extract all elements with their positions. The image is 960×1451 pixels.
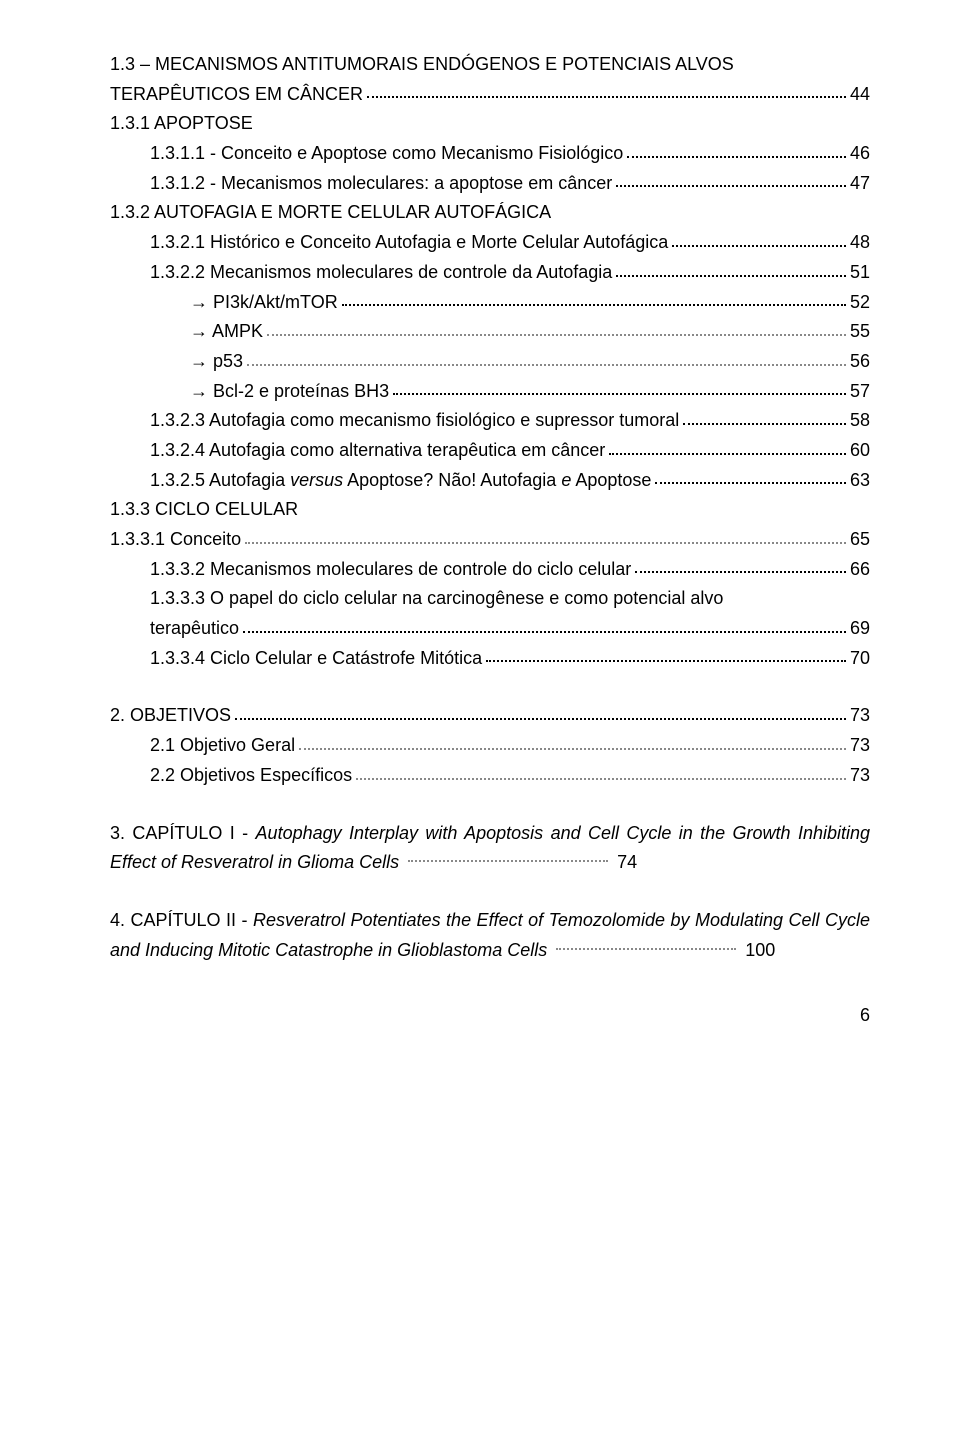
toc-entry: → PI3k/Akt/mTOR 52 (110, 288, 870, 318)
toc-page: 55 (850, 317, 870, 347)
toc-entry: 1.3.3.3 O papel do ciclo celular na carc… (110, 584, 870, 643)
leader-dots (245, 541, 846, 544)
toc-label: 2.2 Objetivos Específicos (150, 761, 352, 791)
toc-entry: 1.3.2 AUTOFAGIA E MORTE CELULAR AUTOFÁGI… (110, 198, 870, 228)
toc-label: 1.3.1.2 - Mecanismos moleculares: a apop… (150, 169, 612, 199)
toc-entry: 1.3.1.2 - Mecanismos moleculares: a apop… (110, 169, 870, 199)
toc-label: → AMPK (190, 317, 263, 347)
leader-dots (267, 333, 846, 336)
toc-entry: 2. OBJETIVOS 73 (110, 701, 870, 731)
toc-entry: 1.3.3.2 Mecanismos moleculares de contro… (110, 555, 870, 585)
toc-label: 1.3.2.3 Autofagia como mecanismo fisioló… (150, 406, 679, 436)
toc-label: 1.3.1 APOPTOSE (110, 109, 253, 139)
toc-label: 1.3.3.4 Ciclo Celular e Catástrofe Mitót… (150, 644, 482, 674)
toc-entry: 1.3.2.5 Autofagia versus Apoptose? Não! … (110, 466, 870, 496)
toc-page: 74 (617, 852, 637, 872)
toc-entry: → Bcl-2 e proteínas BH3 57 (110, 377, 870, 407)
toc-entry: 1.3.2.2 Mecanismos moleculares de contro… (110, 258, 870, 288)
toc-page: 65 (850, 525, 870, 555)
leader-dots (672, 244, 846, 247)
toc-label: 3. CAPÍTULO I - Autophagy Interplay with… (110, 823, 870, 873)
toc-entry: → AMPK 55 (110, 317, 870, 347)
leader-dots (683, 422, 846, 425)
toc-entry: 1.3.2.4 Autofagia como alternativa terap… (110, 436, 870, 466)
toc-entry: 1.3.3.1 Conceito 65 (110, 525, 870, 555)
toc-entry: 1.3.2.3 Autofagia como mecanismo fisioló… (110, 406, 870, 436)
toc-label: 2.1 Objetivo Geral (150, 731, 295, 761)
toc-entry: 1.3.3.4 Ciclo Celular e Catástrofe Mitót… (110, 644, 870, 674)
toc-label: 1.3 – MECANISMOS ANTITUMORAIS ENDÓGENOS … (110, 54, 734, 74)
leader-dots (356, 777, 846, 780)
toc-entry: 3. CAPÍTULO I - Autophagy Interplay with… (110, 819, 870, 878)
leader-dots (616, 274, 846, 277)
leader-dots (609, 452, 846, 455)
toc-label: 1.3.3.3 O papel do ciclo celular na carc… (150, 588, 723, 608)
leader-dots (367, 95, 846, 98)
leader-dots (342, 303, 846, 306)
leader-dots (243, 630, 846, 633)
toc-page: 56 (850, 347, 870, 377)
toc-page: 57 (850, 377, 870, 407)
leader-dots (299, 747, 846, 750)
toc-label: → Bcl-2 e proteínas BH3 (190, 377, 389, 407)
toc-entry: 1.3 – MECANISMOS ANTITUMORAIS ENDÓGENOS … (110, 50, 870, 109)
toc-page: 66 (850, 555, 870, 585)
leader-dots (408, 859, 608, 862)
toc-page: 100 (745, 940, 775, 960)
toc-label: 1.3.3 CICLO CELULAR (110, 495, 298, 525)
toc-entry: 2.1 Objetivo Geral 73 (110, 731, 870, 761)
leader-dots (616, 184, 846, 187)
leader-dots (393, 392, 846, 395)
toc-page: 44 (850, 80, 870, 110)
document-page: 1.3 – MECANISMOS ANTITUMORAIS ENDÓGENOS … (0, 0, 960, 1066)
leader-dots (486, 659, 846, 662)
leader-dots (655, 481, 846, 484)
leader-dots (635, 570, 846, 573)
toc-entry: 4. CAPÍTULO II - Resveratrol Potentiates… (110, 906, 870, 965)
toc-page: 48 (850, 228, 870, 258)
toc-label: 1.3.2.5 Autofagia versus Apoptose? Não! … (150, 466, 651, 496)
toc-label: 1.3.2 AUTOFAGIA E MORTE CELULAR AUTOFÁGI… (110, 198, 551, 228)
toc-page: 70 (850, 644, 870, 674)
toc-page: 73 (850, 731, 870, 761)
toc-page: 60 (850, 436, 870, 466)
toc-entry: → p53 56 (110, 347, 870, 377)
toc-label: 1.3.2.4 Autofagia como alternativa terap… (150, 436, 605, 466)
toc-label: 1.3.2.1 Histórico e Conceito Autofagia e… (150, 228, 668, 258)
toc-label: terapêutico (150, 614, 239, 644)
toc-label: 1.3.3.2 Mecanismos moleculares de contro… (150, 555, 631, 585)
toc-page: 63 (850, 466, 870, 496)
toc-page: 51 (850, 258, 870, 288)
toc-page: 52 (850, 288, 870, 318)
toc-label: → p53 (190, 347, 243, 377)
toc-label: 1.3.1.1 - Conceito e Apoptose como Mecan… (150, 139, 623, 169)
toc-entry: 1.3.1.1 - Conceito e Apoptose como Mecan… (110, 139, 870, 169)
leader-dots (247, 363, 846, 366)
toc-entry: 1.3.3 CICLO CELULAR (110, 495, 870, 525)
toc-page: 73 (850, 761, 870, 791)
toc-entry: 1.3.2.1 Histórico e Conceito Autofagia e… (110, 228, 870, 258)
toc-label: TERAPÊUTICOS EM CÂNCER (110, 80, 363, 110)
page-number: 6 (110, 1005, 870, 1026)
toc-page: 46 (850, 139, 870, 169)
toc-page: 58 (850, 406, 870, 436)
toc-page: 47 (850, 169, 870, 199)
leader-dots (627, 155, 846, 158)
toc-entry: 2.2 Objetivos Específicos 73 (110, 761, 870, 791)
toc-label: 1.3.3.1 Conceito (110, 525, 241, 555)
toc-label: → PI3k/Akt/mTOR (190, 288, 338, 318)
toc-label: 1.3.2.2 Mecanismos moleculares de contro… (150, 258, 612, 288)
toc-page: 69 (850, 614, 870, 644)
toc-page: 73 (850, 701, 870, 731)
leader-dots (556, 947, 736, 950)
leader-dots (235, 717, 846, 720)
toc-entry: 1.3.1 APOPTOSE (110, 109, 870, 139)
toc-label: 2. OBJETIVOS (110, 701, 231, 731)
